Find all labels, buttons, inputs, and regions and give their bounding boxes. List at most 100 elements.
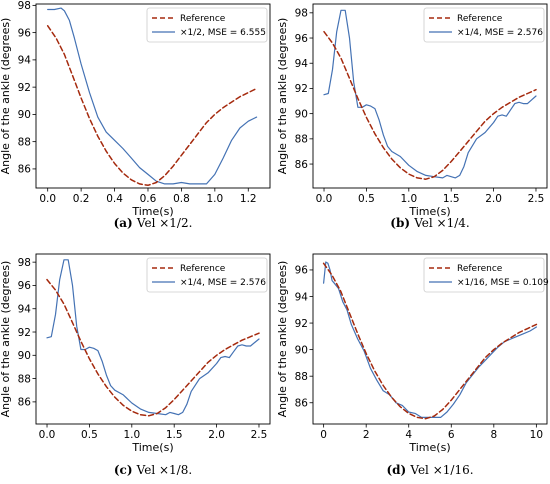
legend: Reference ×1/4, MSE = 2.576 xyxy=(146,257,268,293)
y-tick-label: 98 xyxy=(18,0,31,12)
x-tick-label: 2.0 xyxy=(485,193,502,205)
x-tick-label: 0.2 xyxy=(73,193,90,205)
caption-letter: (c) xyxy=(114,463,137,477)
legend-label-reference: Reference xyxy=(457,264,503,274)
series-layer xyxy=(46,259,260,417)
legend-box xyxy=(146,7,268,43)
panel-caption: (a) Vel ×1/2. xyxy=(114,216,193,230)
x-tick-label: 2.0 xyxy=(208,429,225,441)
series-layer xyxy=(323,9,537,180)
y-tick-label: 88 xyxy=(18,373,31,385)
plot-frame xyxy=(35,253,271,425)
legend: Reference ×1/16, MSE = 0.109 xyxy=(423,257,549,293)
legend-label-reference: Reference xyxy=(180,264,226,274)
reference-line xyxy=(322,262,538,420)
reference-line xyxy=(46,278,260,417)
measured-line xyxy=(323,9,537,179)
legend-box xyxy=(423,7,545,43)
y-tick-label: 86 xyxy=(18,164,32,176)
x-tick-label: 4 xyxy=(405,429,412,441)
caption-letter: (d) xyxy=(386,463,410,477)
x-tick-label: 1.0 xyxy=(400,193,417,205)
y-tick-label: 96 xyxy=(295,33,309,45)
legend-label-measured: ×1/16, MSE = 0.109 xyxy=(457,278,549,288)
chart-panel-0: 0.0 0.2 0.4 0.6 0.8 1.0 1.2 86 88 90 92 94 96 98 Time(… xyxy=(0,0,271,230)
x-tick-label: 2.5 xyxy=(251,429,268,441)
series-layer xyxy=(46,7,258,187)
y-tick-label: 92 xyxy=(18,327,31,339)
x-tick-label: 0.0 xyxy=(39,429,56,441)
x-tick-label: 8 xyxy=(490,429,497,441)
reference-line xyxy=(46,25,258,187)
x-axis-label: Time(s) xyxy=(131,205,173,218)
y-axis-label: Angle of the ankle (degrees) xyxy=(0,261,12,418)
y-tick-label: 94 xyxy=(18,55,32,67)
y-tick-label: 86 xyxy=(295,159,309,171)
x-tick-label: 6 xyxy=(448,429,455,441)
caption-text: Vel ×1/16. xyxy=(409,463,473,477)
y-tick-label: 96 xyxy=(18,280,32,292)
reference-line xyxy=(323,30,537,180)
y-tick-label: 96 xyxy=(18,27,32,39)
caption-letter: (b) xyxy=(390,216,414,230)
y-tick-label: 96 xyxy=(295,265,309,277)
legend-label-measured: ×1/4, MSE = 2.576 xyxy=(457,28,543,38)
caption-text: Vel ×1/2. xyxy=(136,216,193,230)
x-tick-label: 10 xyxy=(530,429,543,441)
x-tick-label: 0.5 xyxy=(81,429,98,441)
plot-frame xyxy=(35,3,271,189)
y-tick-label: 92 xyxy=(295,83,308,95)
x-axis-label: Time(s) xyxy=(131,441,173,454)
x-tick-label: 0.0 xyxy=(316,193,333,205)
x-tick-label: 0.8 xyxy=(173,193,190,205)
y-tick-label: 90 xyxy=(295,344,308,356)
x-tick-label: 1.5 xyxy=(166,429,183,441)
x-tick-label: 1.0 xyxy=(206,193,223,205)
legend-label-reference: Reference xyxy=(180,14,226,24)
plot-frame xyxy=(312,253,548,425)
y-tick-label: 94 xyxy=(295,58,309,70)
y-tick-label: 98 xyxy=(18,257,31,269)
y-tick-label: 90 xyxy=(18,350,31,362)
x-tick-label: 1.0 xyxy=(123,429,140,441)
legend-label-measured: ×1/4, MSE = 2.576 xyxy=(180,278,266,288)
legend: Reference ×1/4, MSE = 2.576 xyxy=(423,7,545,43)
x-tick-label: 2 xyxy=(363,429,370,441)
caption-text: Vel ×1/8. xyxy=(136,463,193,477)
x-tick-label: 0.4 xyxy=(106,193,123,205)
y-tick-label: 94 xyxy=(295,291,309,303)
chart-panel-2: 0.0 0.5 1.0 1.5 2.0 2.5 86 88 90 92 94 96 98 Time(s) A… xyxy=(0,253,271,477)
x-tick-label: 0.0 xyxy=(39,193,56,205)
chart-panel-1: 0.0 0.5 1.0 1.5 2.0 2.5 86 88 90 92 94 96 98 Time(s) A… xyxy=(276,3,548,230)
legend: Reference ×1/2, MSE = 6.555 xyxy=(146,7,268,43)
legend-label-reference: Reference xyxy=(457,14,503,24)
y-tick-label: 88 xyxy=(295,371,308,383)
y-tick-label: 88 xyxy=(295,134,308,146)
y-tick-label: 94 xyxy=(18,304,32,316)
panel-caption: (b) Vel ×1/4. xyxy=(390,216,469,230)
x-tick-label: 1.5 xyxy=(443,193,460,205)
y-tick-label: 92 xyxy=(18,82,31,94)
caption-letter: (a) xyxy=(114,216,137,230)
y-tick-label: 90 xyxy=(295,108,308,120)
y-axis-label: Angle of the ankle (degrees) xyxy=(0,18,12,175)
y-axis-label: Angle of the ankle (degrees) xyxy=(276,18,289,175)
y-tick-label: 98 xyxy=(295,8,308,20)
x-tick-label: 0 xyxy=(320,429,327,441)
x-axis-label: Time(s) xyxy=(408,205,450,218)
legend-box xyxy=(146,257,268,293)
panel-caption: (d) Vel ×1/16. xyxy=(386,463,473,477)
x-tick-label: 1.2 xyxy=(240,193,257,205)
y-tick-label: 86 xyxy=(18,397,32,409)
x-tick-label: 0.6 xyxy=(140,193,157,205)
x-tick-label: 0.5 xyxy=(358,193,375,205)
x-tick-label: 2.5 xyxy=(528,193,545,205)
y-tick-label: 90 xyxy=(18,109,31,121)
caption-text: Vel ×1/4. xyxy=(413,216,470,230)
y-tick-label: 86 xyxy=(295,398,309,410)
x-axis-label: Time(s) xyxy=(408,441,450,454)
legend-label-measured: ×1/2, MSE = 6.555 xyxy=(180,28,266,38)
y-tick-label: 92 xyxy=(295,318,308,330)
panel-caption: (c) Vel ×1/8. xyxy=(114,463,192,477)
